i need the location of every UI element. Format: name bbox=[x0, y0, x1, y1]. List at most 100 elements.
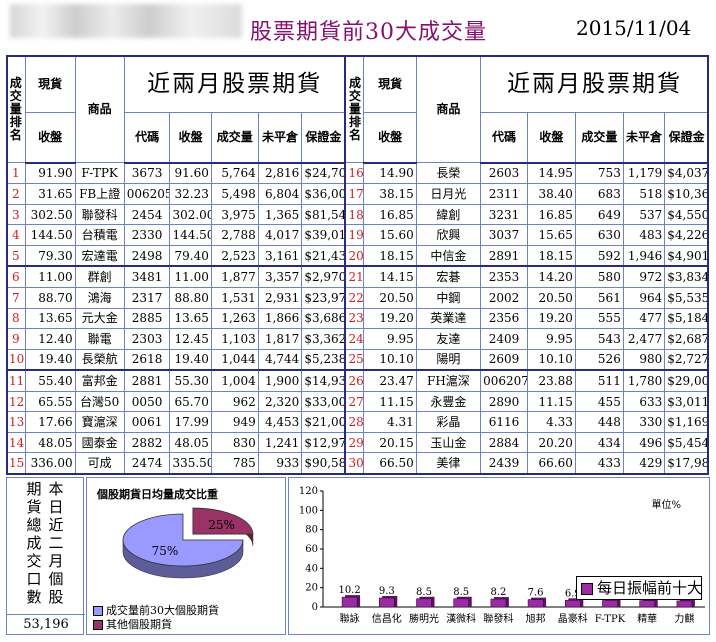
code-cell: 2498 bbox=[123, 244, 171, 268]
code-cell: 2474 bbox=[123, 452, 171, 476]
close-cell: 13.65 bbox=[169, 307, 212, 330]
bar-category-label: F-TPK bbox=[595, 614, 626, 625]
margin-cell: $2,727 bbox=[664, 348, 709, 372]
rank-cell: 26 bbox=[344, 369, 365, 392]
product-cell: 中鋼 bbox=[415, 287, 482, 309]
margin-cell: $3,834 bbox=[664, 265, 709, 289]
table-row: 788.70鴻海231788.801,5312,931$23,9762220.5… bbox=[6, 287, 709, 309]
bar-category-label: 聯發科 bbox=[483, 612, 513, 625]
volume-cell: 434 bbox=[574, 431, 624, 454]
legend-label: 每日振幅前十大 bbox=[597, 579, 703, 597]
open-interest-heading-right: 未平倉 bbox=[622, 112, 666, 164]
product-cell: 長榮航 bbox=[74, 348, 125, 372]
volume-cell: 1,877 bbox=[210, 265, 259, 289]
rank-cell: 11 bbox=[6, 369, 26, 392]
spot-cell: 11.00 bbox=[24, 265, 76, 289]
pie-slice-label: 25% bbox=[208, 518, 235, 532]
product-cell: 英業達 bbox=[415, 307, 482, 330]
oi-cell: 2,477 bbox=[622, 328, 666, 350]
code-cell: 2618 bbox=[123, 348, 171, 372]
close-cell: 79.40 bbox=[169, 244, 212, 268]
rank-cell: 28 bbox=[344, 411, 365, 433]
margin-cell: $2,970 bbox=[301, 265, 346, 289]
oi-cell: 1,866 bbox=[257, 307, 303, 330]
spot-cell: 19.20 bbox=[363, 307, 417, 330]
oi-cell: 1,900 bbox=[257, 369, 303, 392]
bar bbox=[564, 600, 581, 608]
blurred-logo bbox=[10, 4, 242, 38]
volume-cell: 455 bbox=[574, 390, 624, 413]
code-cell: 006207 bbox=[480, 369, 528, 392]
volume-cell: 962 bbox=[210, 390, 259, 413]
pie-slice-label: 75% bbox=[152, 544, 179, 558]
product-cell: 美律 bbox=[415, 452, 482, 476]
oi-cell: 2,320 bbox=[257, 390, 303, 413]
margin-cell: $4,901 bbox=[664, 244, 709, 268]
report-date: 2015/11/04 bbox=[576, 16, 692, 40]
table-row: 1265.55台灣50005065.709622,320$33,0002711.… bbox=[6, 390, 709, 413]
rank-cell: 22 bbox=[344, 287, 365, 309]
close-heading-right: 收盤 bbox=[526, 112, 576, 164]
table-row: 191.90F-TPK367391.605,7642,816$24,705161… bbox=[6, 162, 709, 185]
oi-cell: 972 bbox=[622, 265, 666, 289]
close-cell: 335.50 bbox=[169, 452, 212, 476]
close-cell: 38.40 bbox=[526, 183, 576, 205]
bar bbox=[639, 600, 656, 608]
oi-cell: 1,365 bbox=[257, 203, 303, 226]
code-heading: 代碼 bbox=[123, 112, 171, 164]
bar-category-label: 精華 bbox=[637, 612, 657, 625]
code-cell: 2002 bbox=[480, 287, 528, 309]
rank-cell: 1 bbox=[6, 162, 26, 185]
spot-cell: 20.15 bbox=[363, 431, 417, 454]
close-cell: 20.50 bbox=[526, 287, 576, 309]
code-cell: 3673 bbox=[123, 162, 171, 185]
vertical-label-1: 本日近二月個股 bbox=[48, 480, 64, 606]
margin-cell: $4,226 bbox=[664, 224, 709, 246]
table-row: 4144.50台積電2330144.502,7884,017$39,015191… bbox=[6, 224, 709, 246]
margin-cell: $3,686 bbox=[301, 307, 346, 330]
close-cell: 66.60 bbox=[526, 452, 576, 476]
margin-cell: $81,540 bbox=[301, 203, 346, 226]
product-cell: FH滬深 bbox=[415, 369, 482, 392]
spot-cell: 91.90 bbox=[24, 162, 76, 185]
rank-cell: 30 bbox=[344, 452, 365, 476]
rank-cell: 21 bbox=[344, 265, 365, 289]
volume-cell: 630 bbox=[574, 224, 624, 246]
spot-cell: 144.50 bbox=[24, 224, 76, 246]
margin-cell: $36,000 bbox=[301, 183, 346, 205]
spot-cell: 79.30 bbox=[24, 244, 76, 268]
margin-cell: $39,015 bbox=[301, 224, 346, 246]
oi-cell: 1,817 bbox=[257, 328, 303, 350]
volume-cell: 2,788 bbox=[210, 224, 259, 246]
oi-cell: 1,179 bbox=[622, 162, 666, 185]
vertical-label-2: 期貨總成交口數 bbox=[26, 480, 42, 606]
code-cell: 0050 bbox=[123, 390, 171, 413]
volume-cell: 3,975 bbox=[210, 203, 259, 226]
y-tick-label: 120 bbox=[299, 486, 318, 497]
futures-heading-right: 近兩月股票期貨 bbox=[480, 54, 709, 114]
product-cell: 台灣50 bbox=[74, 390, 125, 413]
futures-heading: 近兩月股票期貨 bbox=[123, 54, 346, 114]
volume-cell: 448 bbox=[574, 411, 624, 433]
table-body: 成交量排名 現貨 商品 近兩月股票期貨 成交量排名 現貨 商品 近兩月股票期貨 … bbox=[6, 54, 709, 476]
spot-cell: 302.50 bbox=[24, 203, 76, 226]
bar bbox=[379, 597, 395, 608]
table-row: 9 12.40 聯電 2303 12.45 1,103 1,817 $3,362 24 9.95 友… bbox=[6, 328, 709, 350]
code-cell: 2885 bbox=[123, 307, 171, 330]
table-row: 8 13.65 元大金 2885 13.65 1,263 1,866 $3,686 23 19.2… bbox=[6, 307, 709, 330]
close-cell: 91.60 bbox=[169, 162, 212, 185]
open-interest-heading: 未平倉 bbox=[257, 112, 303, 164]
rank-cell: 6 bbox=[6, 265, 26, 289]
product-cell: 彩晶 bbox=[415, 411, 482, 433]
bar-category-label: 聯詠 bbox=[340, 612, 360, 625]
product-cell: 陽明 bbox=[415, 348, 482, 372]
bar-value-label: 9.3 bbox=[379, 586, 395, 597]
rank-cell: 15 bbox=[6, 452, 26, 476]
bar bbox=[453, 598, 469, 608]
product-cell: 聯電 bbox=[74, 328, 125, 350]
volume-cell: 949 bbox=[210, 411, 259, 433]
margin-cell: $2,687 bbox=[664, 328, 709, 350]
margin-cell: $17,982 bbox=[664, 452, 709, 476]
volume-cell: 683 bbox=[574, 183, 624, 205]
product-cell: 富邦金 bbox=[74, 369, 125, 392]
